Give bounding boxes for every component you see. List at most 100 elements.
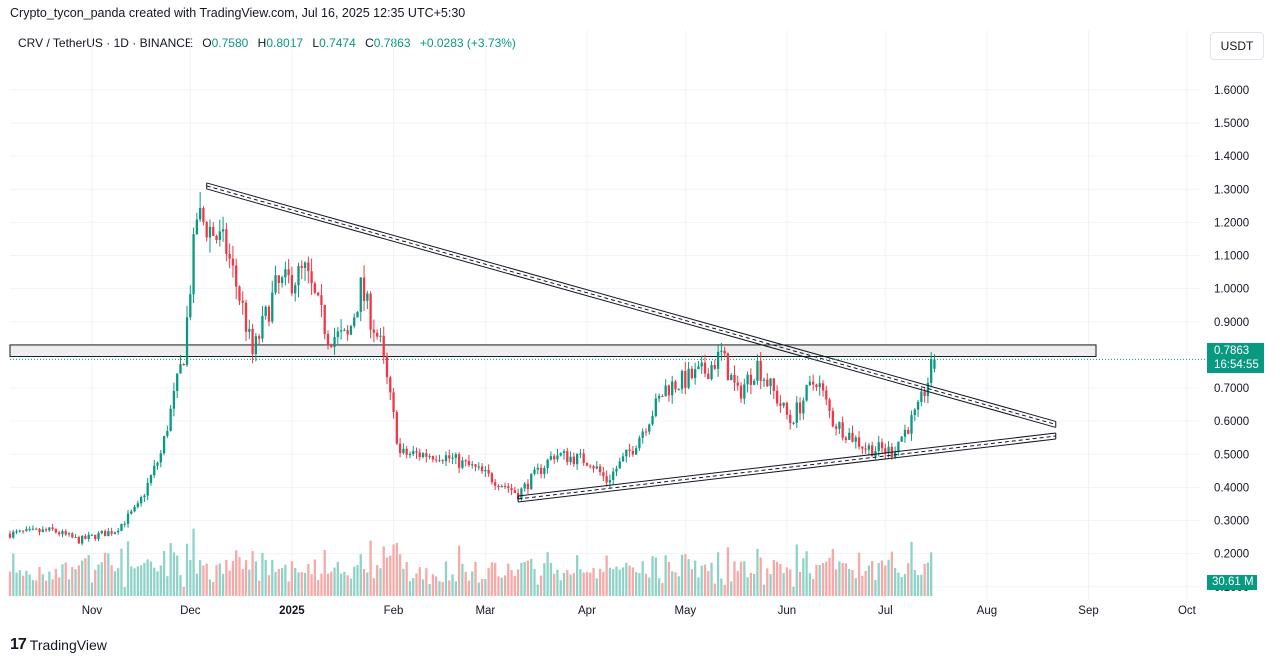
candle-body [828, 399, 831, 411]
candle-body [228, 253, 231, 259]
candle-body [556, 455, 559, 460]
candle-body [35, 528, 38, 530]
candle-body [821, 383, 825, 391]
volume-bar [798, 571, 802, 596]
candle-body [339, 330, 343, 332]
candle-body [720, 350, 723, 352]
volume-bar [349, 578, 353, 596]
price-tick-label: 0.6000 [1214, 416, 1249, 428]
candle-body [94, 534, 97, 540]
volume-bar [405, 561, 408, 596]
volume-bar [441, 582, 444, 596]
volume-bar [746, 577, 749, 596]
volume-bar [38, 566, 41, 596]
volume-bar [353, 566, 356, 596]
volume-bar [435, 576, 438, 596]
candle-body [671, 381, 674, 396]
candle-body [877, 442, 880, 452]
volume-bar [802, 558, 805, 596]
volume-bar [818, 564, 821, 596]
candle-body [172, 391, 176, 409]
volume-bar [884, 565, 887, 596]
volume-bar [769, 573, 772, 596]
volume-bar [566, 570, 569, 596]
candle-body [559, 453, 562, 456]
volume-bar [739, 561, 743, 596]
candle-body [490, 473, 494, 483]
candle-body [179, 364, 182, 374]
volume-bar [241, 569, 244, 596]
volume-bar [759, 557, 762, 596]
volume-bar [828, 557, 831, 596]
volume-bar [753, 573, 756, 596]
candle-body [294, 285, 297, 294]
candle-body [572, 456, 576, 465]
volume-bar [618, 569, 621, 596]
candle-body [782, 402, 785, 406]
time-tick-label: Dec [180, 605, 201, 617]
candle-body [113, 532, 117, 534]
candle-body [451, 457, 454, 459]
volume-bar [208, 579, 212, 596]
candle-body [261, 315, 264, 339]
candle-body [736, 382, 739, 386]
volume-bar [267, 575, 271, 596]
volume-bar [877, 563, 880, 596]
volume-bar [454, 581, 457, 596]
volume-bar [382, 546, 385, 596]
candle-body [641, 431, 644, 438]
volume-bar [766, 568, 769, 596]
volume-bar [612, 569, 615, 596]
resistance-zone [9, 344, 1097, 358]
volume-bar [231, 561, 235, 596]
volume-bar [880, 560, 884, 596]
trendline-descending-center [206, 185, 1056, 425]
trendline-ascending-center [518, 435, 1056, 500]
candle-body [884, 448, 887, 453]
candle-body [71, 533, 74, 538]
candle-body [484, 469, 487, 472]
candle-body [287, 269, 290, 276]
volume-bar [294, 568, 297, 596]
volume-bar [461, 563, 464, 596]
candle-body [802, 400, 805, 414]
candle-body [713, 365, 716, 369]
volume-bar [851, 570, 854, 596]
price-tick-label: 1.3000 [1214, 184, 1249, 196]
volume-bar [553, 573, 556, 596]
volume-bar [477, 582, 480, 596]
candle-body [880, 442, 884, 449]
candle-body [589, 465, 592, 467]
tradingview-footer[interactable]: 17 TradingView [10, 636, 107, 654]
candle-body [356, 311, 359, 318]
time-tick-label: Jun [778, 605, 797, 617]
candle-body [513, 490, 516, 493]
candle-body [156, 462, 159, 466]
candle-body [753, 380, 756, 385]
candle-body [130, 511, 133, 514]
candle-body [818, 383, 821, 388]
candle-body [441, 460, 444, 462]
candle-body [831, 410, 834, 427]
candle-body [310, 271, 313, 284]
candle-body [133, 506, 136, 512]
candlesticks [8, 191, 936, 546]
candle-body [166, 431, 169, 436]
candle-body [615, 468, 618, 472]
candle-body [562, 451, 566, 454]
candle-body [664, 385, 667, 397]
candle-body [497, 485, 500, 488]
volume-bar [530, 558, 533, 596]
candle-body [297, 266, 300, 286]
volume-bar [480, 579, 484, 596]
currency-button[interactable]: USDT [1210, 32, 1264, 60]
volume-bar [376, 565, 379, 596]
candle-body [920, 391, 923, 402]
symbol-name[interactable]: CRV / TetherUS · 1D · BINANCE [18, 36, 193, 50]
volume-bar [113, 571, 117, 596]
volume-bar [205, 563, 208, 596]
low-label: L [312, 36, 320, 50]
volume-bar [575, 555, 579, 596]
volume-bar [926, 562, 930, 596]
